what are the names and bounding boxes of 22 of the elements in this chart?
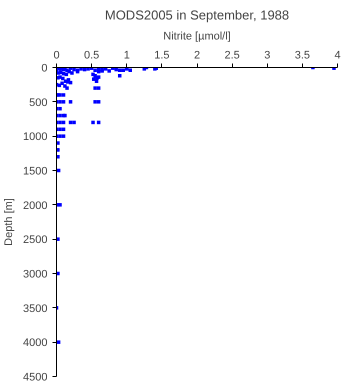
y-tick-label: 500 <box>29 96 48 109</box>
x-tick-label: 1.5 <box>154 50 170 62</box>
y-tick-label: 2000 <box>23 200 48 212</box>
x-tick-label: 0.5 <box>84 50 100 62</box>
y-tick-label: 4500 <box>23 372 48 384</box>
y-tick-label: 2500 <box>23 234 48 246</box>
x-tick-label: 1 <box>124 50 130 62</box>
y-axis-title: Depth [m] <box>3 198 16 246</box>
x-tick-label: 4 <box>334 50 341 62</box>
chart-title: MODS2005 in September, 1988 <box>104 8 290 22</box>
x-tick-label: 3.5 <box>294 50 310 62</box>
y-tick-label: 1500 <box>23 166 48 178</box>
y-tick-label: 4000 <box>23 337 48 350</box>
y-tick-label: 0 <box>41 62 48 74</box>
x-tick-label: 2.5 <box>224 50 240 62</box>
y-tick-label: 3000 <box>23 268 48 280</box>
x-tick-label: 2 <box>194 50 200 62</box>
x-tick-label: 0 <box>53 50 60 62</box>
x-tick-label: 3 <box>264 50 270 62</box>
x-axis-title: Nitrite [µmol/l] <box>163 30 231 42</box>
y-tick-label: 1000 <box>23 131 48 144</box>
y-tick-label: 3500 <box>23 302 48 315</box>
